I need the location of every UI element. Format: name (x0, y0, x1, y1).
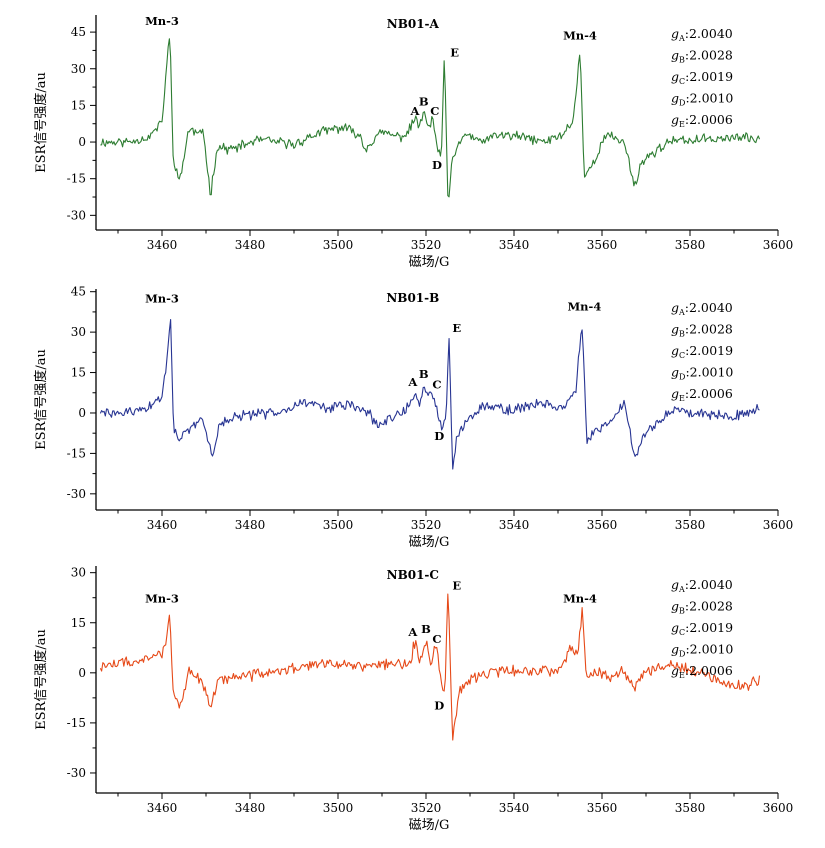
chart-panel-1: 3460 3480 3500 3520 3540 3560 3580 3600 -30 -15 0 1… (33, 14, 793, 270)
x-tick-label: 3540 (499, 518, 530, 532)
x-tick-label: 3600 (763, 518, 794, 532)
x-tick-label: 3600 (763, 801, 794, 815)
spectrum-line (99, 593, 761, 741)
y-axis-label: ESR信号强度/au (33, 349, 49, 450)
y-tick-label: 45 (71, 25, 86, 39)
y-tick-label: 0 (78, 135, 86, 149)
y-tick-label: -15 (67, 446, 86, 460)
g-value-d: gD:2.0010 (671, 642, 733, 659)
spectrum-line (99, 319, 760, 470)
x-tick-label: 3520 (411, 801, 442, 815)
x-tick-label: 3560 (587, 801, 618, 815)
y-tick-label: 45 (71, 285, 86, 299)
x-tick-label: 3520 (411, 238, 442, 252)
x-tick-label: 3500 (323, 801, 354, 815)
y-tick-label: 15 (71, 366, 86, 380)
y-axis-label: ESR信号强度/au (33, 629, 49, 730)
peak-label-mn-3: Mn-3 (145, 291, 179, 305)
peak-label-e: E (450, 46, 459, 60)
peak-label-mn-4: Mn-4 (567, 300, 601, 314)
peak-label-mn-3: Mn-3 (145, 592, 179, 606)
g-value-d: gD:2.0010 (671, 91, 733, 108)
x-tick-label: 3480 (235, 238, 266, 252)
x-tick-label: 3520 (411, 518, 442, 532)
x-tick-label: 3560 (587, 518, 618, 532)
x-axis-label: 磁场/G (409, 818, 450, 833)
y-tick-label: 0 (78, 666, 86, 680)
peak-label-a: A (407, 625, 418, 639)
x-tick-label: 3460 (147, 518, 178, 532)
y-tick-label: -15 (67, 172, 86, 186)
x-tick-label: 3500 (323, 238, 354, 252)
panel-title: NB01-A (387, 17, 440, 31)
g-value-b: gB:2.0028 (671, 599, 733, 616)
g-value-c: gC:2.0019 (671, 620, 733, 637)
peak-label-a: A (407, 375, 418, 389)
y-axis-label: ESR信号强度/au (33, 72, 49, 173)
g-value-e: gE:2.0006 (671, 663, 733, 680)
g-value-c: gC:2.0019 (671, 69, 733, 86)
x-tick-label: 3540 (499, 801, 530, 815)
x-tick-label: 3580 (675, 518, 706, 532)
y-tick-label: 15 (71, 98, 86, 112)
peak-label-c: C (432, 632, 441, 646)
peak-label-mn-3: Mn-3 (145, 14, 179, 28)
y-tick-label: 30 (71, 566, 86, 580)
chart-panel-3: 3460 3480 3500 3520 3540 3560 3580 3600 -30 -15 0 1… (33, 566, 793, 833)
y-tick-label: 15 (71, 616, 86, 630)
x-axis-label: 磁场/G (409, 255, 450, 270)
panel-title: NB01-C (387, 568, 439, 582)
peak-label-e: E (452, 321, 461, 335)
y-tick-label: -30 (67, 487, 86, 501)
peak-label-b: B (421, 622, 431, 636)
y-tick-label: -30 (67, 208, 86, 222)
y-tick-label: -30 (67, 766, 86, 780)
g-value-e: gE:2.0006 (671, 112, 733, 129)
x-tick-label: 3580 (675, 238, 706, 252)
peak-label-d: D (434, 429, 444, 443)
g-value-d: gD:2.0010 (671, 365, 733, 382)
chart-panel-2: 3460 3480 3500 3520 3540 3560 3580 3600 -30 -15 0 1… (33, 285, 793, 550)
g-value-a: gA:2.0040 (671, 300, 733, 317)
y-tick-label: 30 (71, 62, 86, 76)
peak-label-b: B (419, 94, 429, 108)
g-value-a: gA:2.0040 (671, 577, 733, 594)
spectrum-line (100, 38, 761, 198)
peak-label-c: C (432, 378, 441, 392)
peak-label-mn-4: Mn-4 (563, 592, 597, 606)
x-tick-label: 3600 (763, 238, 794, 252)
g-value-c: gC:2.0019 (671, 343, 733, 360)
x-tick-label: 3560 (587, 238, 618, 252)
x-tick-label: 3460 (147, 801, 178, 815)
x-tick-label: 3480 (235, 518, 266, 532)
peak-label-a: A (410, 104, 421, 118)
x-axis-label: 磁场/G (409, 535, 450, 550)
y-tick-label: 30 (71, 325, 86, 339)
x-tick-label: 3540 (499, 238, 530, 252)
g-value-b: gB:2.0028 (671, 322, 733, 339)
y-tick-label: -15 (67, 716, 86, 730)
peak-label-e: E (452, 578, 461, 592)
peak-label-mn-4: Mn-4 (563, 28, 597, 42)
g-value-a: gA:2.0040 (671, 26, 733, 43)
x-tick-label: 3580 (675, 801, 706, 815)
peak-label-d: D (432, 158, 442, 172)
g-value-e: gE:2.0006 (671, 386, 733, 403)
panel-title: NB01-B (386, 291, 439, 305)
x-tick-label: 3480 (235, 801, 266, 815)
peak-label-d: D (434, 699, 444, 713)
x-tick-label: 3500 (323, 518, 354, 532)
peak-label-b: B (419, 367, 429, 381)
peak-label-c: C (430, 104, 439, 118)
x-tick-label: 3460 (147, 238, 178, 252)
y-tick-label: 0 (78, 406, 86, 420)
g-value-b: gB:2.0028 (671, 48, 733, 65)
